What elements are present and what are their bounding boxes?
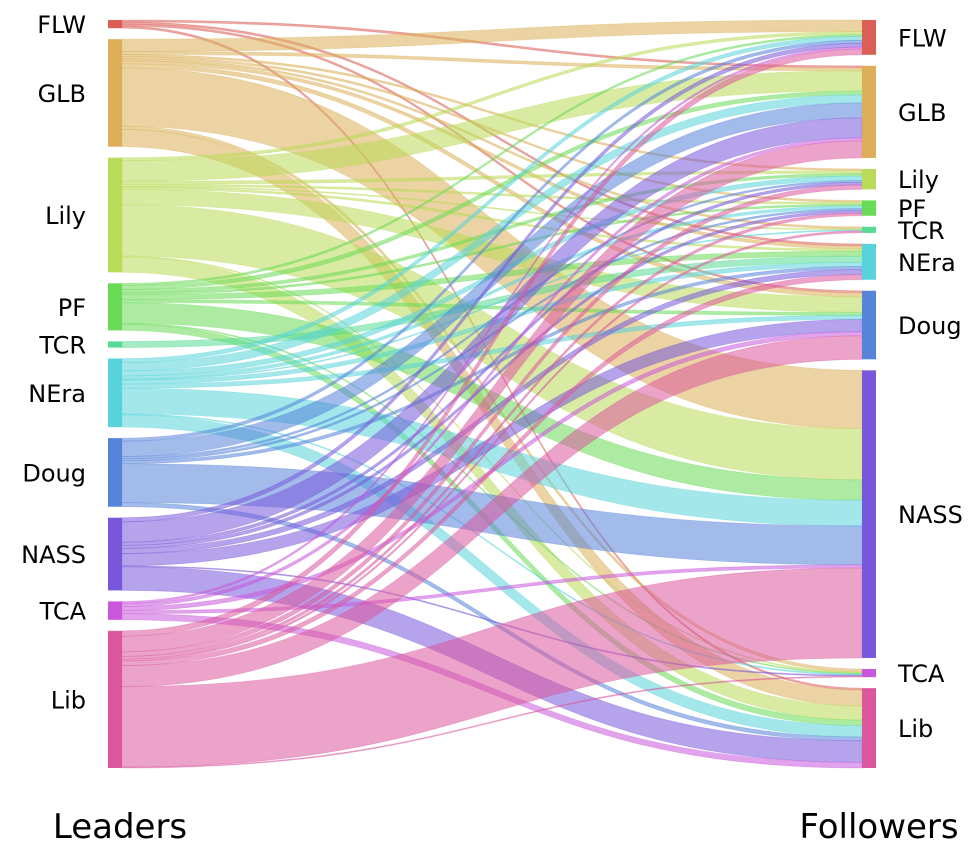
leader-node-nera — [108, 358, 122, 428]
follower-node-glb — [862, 65, 876, 158]
leader-label-tca: TCA — [39, 598, 87, 626]
follower-node-tca — [862, 668, 876, 678]
leader-node-tcr — [108, 341, 122, 348]
leader-node-glb — [108, 39, 122, 147]
leader-label-nera: NEra — [28, 380, 86, 408]
links-layer — [121, 19, 863, 769]
leader-label-flw: FLW — [37, 11, 86, 39]
follower-node-lib — [862, 688, 876, 768]
follower-label-nera: NEra — [898, 249, 956, 277]
leader-node-nass — [108, 517, 122, 591]
follower-label-flw: FLW — [898, 24, 947, 52]
follower-node-doug — [862, 290, 876, 360]
follower-label-tca: TCA — [897, 660, 945, 688]
nodes-layer — [108, 20, 876, 768]
follower-label-glb: GLB — [898, 99, 946, 127]
leader-node-pf — [108, 283, 122, 331]
leader-label-lily: Lily — [45, 202, 86, 230]
flow-link-lib-to-lily — [121, 184, 863, 657]
follower-label-nass: NASS — [898, 501, 963, 529]
follower-label-tcr: TCR — [897, 217, 945, 245]
follower-node-nass — [862, 370, 876, 658]
follower-node-lily — [862, 168, 876, 190]
leader-label-pf: PF — [58, 294, 86, 322]
leader-node-tca — [108, 601, 122, 620]
follower-label-lily: Lily — [898, 166, 939, 194]
leader-node-flw — [108, 20, 122, 29]
leader-label-tcr: TCR — [38, 331, 86, 359]
leader-label-glb: GLB — [38, 80, 86, 108]
flow-link-lib-to-glb — [121, 140, 863, 653]
leader-label-nass: NASS — [21, 541, 86, 569]
flow-link-lib-to-tcr — [121, 230, 863, 662]
follower-node-tcr — [862, 226, 876, 233]
leaders-axis-title: Leaders — [53, 807, 187, 842]
leader-node-lily — [108, 157, 122, 273]
leader-label-lib: Lib — [51, 686, 86, 714]
flow-link-lib-to-tca — [121, 675, 863, 769]
follower-label-pf: PF — [898, 195, 926, 223]
followers-axis-title: Followers — [799, 807, 958, 842]
leader-label-doug: Doug — [22, 459, 86, 487]
flow-link-lib-to-nera — [121, 274, 863, 666]
labels-layer: FLWGLBLilyPFTCRNEraDougNASSTCALibFLWGLBL… — [21, 11, 963, 743]
leader-node-lib — [108, 630, 122, 768]
flow-link-lib-to-pf — [121, 212, 863, 660]
follower-node-nera — [862, 243, 876, 280]
follower-label-doug: Doug — [898, 312, 962, 340]
follower-node-pf — [862, 200, 876, 216]
follower-node-flw — [862, 20, 876, 55]
leader-node-doug — [108, 438, 122, 507]
follower-label-lib: Lib — [898, 715, 933, 743]
